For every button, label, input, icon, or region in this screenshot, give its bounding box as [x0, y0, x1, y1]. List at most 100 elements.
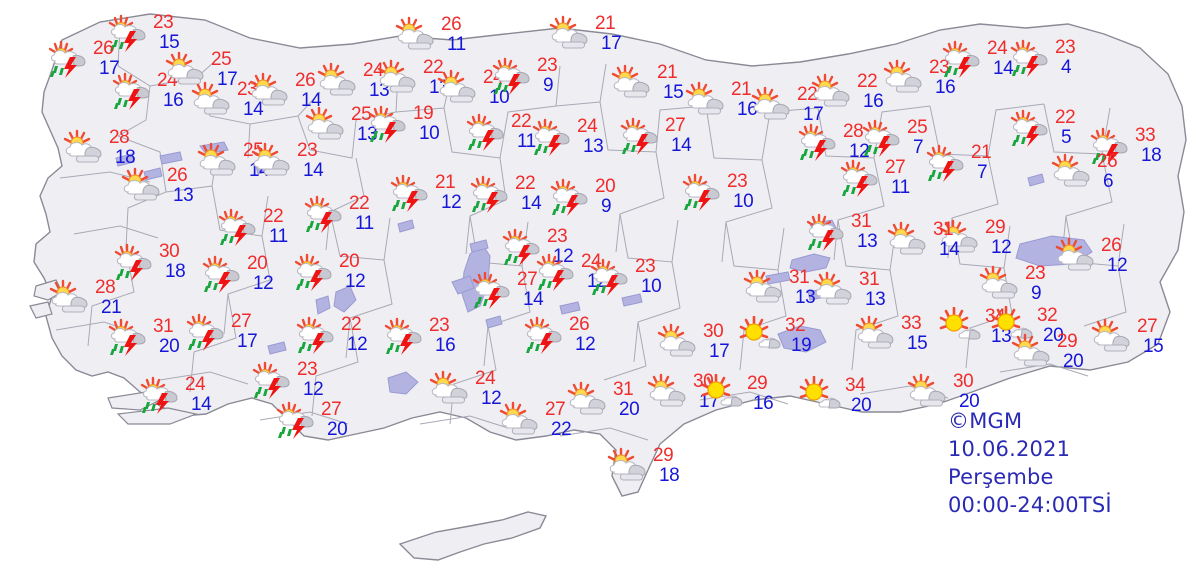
temp-max-value: 22: [423, 57, 444, 78]
temp-min-value: 12: [849, 141, 870, 162]
temp-min-value: 5: [1061, 127, 1072, 148]
temp-max-value: 23: [537, 55, 558, 76]
temp-max-value: 27: [885, 157, 906, 178]
temp-min-value: 13: [991, 326, 1012, 347]
temp-min-value: 10: [641, 276, 662, 297]
temp-min-value: 20: [851, 395, 872, 416]
temp-max-value: 23: [153, 12, 174, 33]
temperature-pair: 27 14: [516, 270, 560, 309]
temperature-pair: 21 12: [434, 173, 478, 212]
temperature-pair: 26 11: [440, 15, 484, 54]
sun-cloud-rain-thunder-icon: [250, 360, 296, 400]
sun-cloud-rain-thunder-icon: [382, 316, 428, 356]
sun-cloud-icon: [376, 58, 422, 98]
temp-min-value: 14: [521, 193, 542, 214]
sun-cloud-rain-thunder-icon: [292, 252, 338, 292]
temp-max-value: 31: [933, 219, 954, 240]
temperature-pair: 29 16: [746, 374, 790, 413]
lake-ataturk: [777, 325, 827, 353]
temp-max-value: 29: [985, 217, 1006, 238]
temperature-pair: 26 13: [166, 166, 210, 205]
temperature-pair: 21 15: [656, 63, 700, 102]
temp-max-value: 27: [545, 399, 566, 420]
temp-max-value: 28: [95, 277, 116, 298]
sun-cloud-icon: [1090, 317, 1136, 357]
temp-min-value: 10: [733, 191, 754, 212]
temperature-pair: 27 11: [884, 158, 928, 197]
aegean-island-2: [29, 301, 53, 319]
temp-min-value: 14: [671, 135, 692, 156]
temp-min-value: 12: [553, 246, 574, 267]
temp-max-value: 25: [211, 49, 232, 70]
sun-cloud-rain-thunder-icon: [924, 143, 970, 183]
sun-cloud-icon: [196, 141, 242, 181]
sun-cloud-icon: [304, 105, 350, 145]
temperature-pair: 23 12: [296, 360, 340, 399]
temp-min-value: 9: [1031, 283, 1042, 304]
temp-max-value: 32: [785, 315, 806, 336]
temperature-pair: 31 13: [850, 212, 894, 251]
temp-min-value: 16: [935, 77, 956, 98]
temperature-pair: 29 20: [1056, 332, 1100, 371]
temp-max-value: 26: [441, 14, 462, 35]
temperature-pair: 23 15: [152, 13, 196, 52]
lake-burdur: [315, 295, 331, 315]
sun-cloud-rain-thunder-icon: [112, 242, 158, 282]
temp-min-value: 12: [345, 271, 366, 292]
temp-min-value: 10: [419, 123, 440, 144]
cyprus-island: [398, 511, 548, 561]
temp-min-value: 20: [1063, 351, 1084, 372]
temp-min-value: 17: [99, 58, 120, 79]
temperature-pair: 23 16: [928, 58, 972, 97]
temp-max-value: 23: [635, 256, 656, 277]
temp-min-value: 22: [551, 419, 572, 440]
temperature-pair: 31 20: [612, 380, 656, 419]
temp-min-value: 13: [795, 287, 816, 308]
temp-min-value: 15: [663, 82, 684, 103]
sun-cloud-rain-thunder-icon: [588, 257, 634, 297]
temp-max-value: 24: [987, 38, 1008, 59]
temp-min-value: 12: [1107, 255, 1128, 276]
temp-max-value: 24: [577, 116, 598, 137]
temp-max-value: 21: [971, 142, 992, 163]
temperature-pair: 22 12: [340, 315, 384, 354]
temp-max-value: 27: [231, 311, 252, 332]
temperature-pair: 27 22: [544, 400, 588, 439]
temp-max-value: 22: [263, 206, 284, 227]
temp-max-value: 23: [297, 359, 318, 380]
temperature-pair: 20 12: [246, 254, 290, 293]
temp-min-value: 18: [165, 261, 186, 282]
temp-min-value: 12: [575, 334, 596, 355]
temperature-pair: 23 10: [726, 172, 770, 211]
temperature-pair: 27 17: [230, 312, 274, 351]
temp-max-value: 22: [1055, 107, 1076, 128]
sun-cloud-icon: [656, 322, 702, 362]
temp-min-value: 12: [441, 192, 462, 213]
temp-max-value: 21: [657, 62, 678, 83]
temp-min-value: 11: [269, 226, 288, 247]
sun-cloud-rain-thunder-icon: [680, 172, 726, 212]
temp-min-value: 12: [347, 334, 368, 355]
temp-min-value: 7: [913, 137, 924, 158]
sun-cloud-icon: [978, 264, 1024, 304]
lake-small-9: [1027, 173, 1045, 187]
sun-small-cloud-icon: [738, 316, 784, 356]
sun-cloud-rain-thunder-icon: [838, 158, 884, 198]
lake-beysehir: [387, 371, 419, 395]
temp-min-value: 15: [1143, 336, 1164, 357]
temp-min-value: 12: [253, 273, 274, 294]
temperature-pair: 22 11: [348, 194, 392, 233]
temp-max-value: 30: [703, 321, 724, 342]
temp-max-value: 31: [613, 379, 634, 400]
sun-small-cloud-icon: [938, 307, 984, 347]
sun-cloud-rain-thunder-icon: [1008, 38, 1054, 78]
temp-min-value: 18: [659, 465, 680, 486]
temp-max-value: 27: [665, 115, 686, 136]
temp-min-value: 13: [865, 289, 886, 310]
temp-min-value: 9: [601, 196, 612, 217]
temp-min-value: 13: [583, 136, 604, 157]
temperature-pair: 29 12: [984, 218, 1028, 257]
sun-cloud-icon: [190, 80, 236, 120]
temp-min-value: 20: [1043, 325, 1064, 346]
temperature-pair: 30 18: [158, 242, 202, 281]
